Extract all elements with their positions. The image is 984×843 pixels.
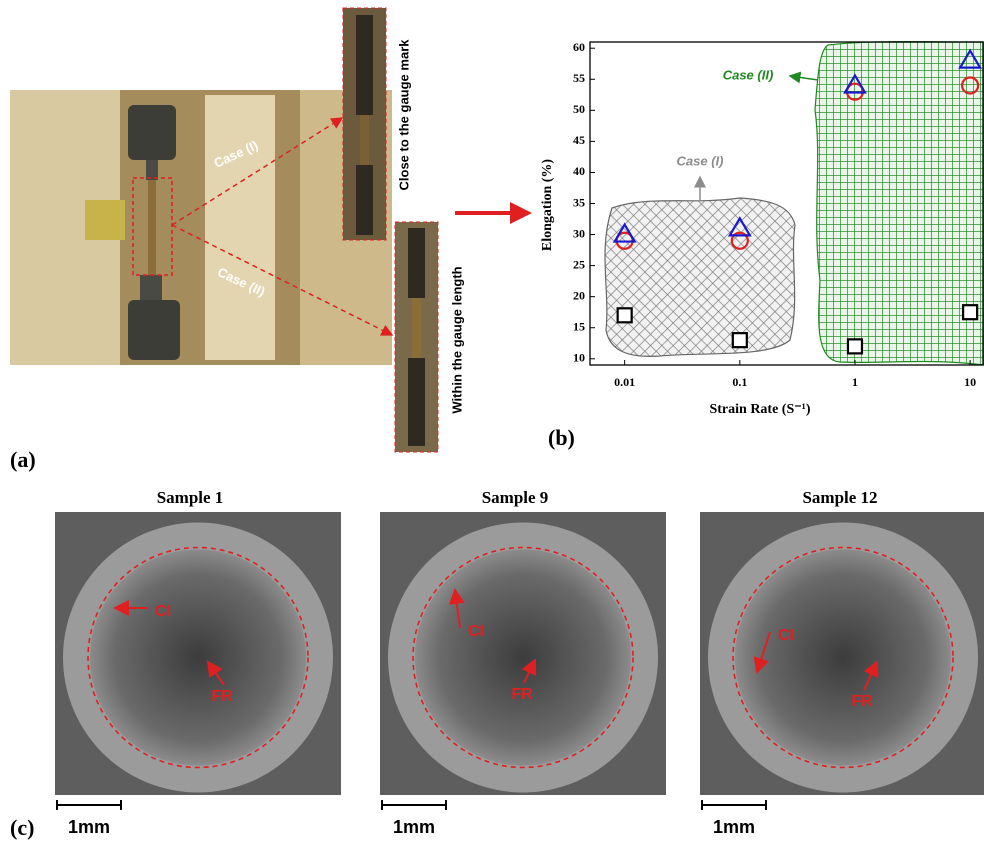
x-axis-label: Strain Rate (S⁻¹)	[709, 402, 810, 417]
sample-title: Sample 9	[482, 488, 549, 507]
inset-caption: Within the gauge length	[449, 266, 464, 413]
fracture-surface	[735, 550, 951, 766]
panel-label: (a)	[10, 447, 36, 472]
fracture-surface	[415, 550, 631, 766]
case-ii-region	[815, 42, 984, 365]
scale-label: 1mm	[68, 817, 110, 837]
sem-image	[380, 512, 666, 795]
y-tick-label: 10	[573, 351, 585, 365]
annotation: Case (I)	[677, 153, 724, 168]
scale-bar	[702, 800, 766, 810]
x-tick-label: 1	[852, 375, 858, 389]
scale-bar	[57, 800, 121, 810]
sample-title: Sample 1	[157, 488, 224, 507]
feature-label: FR	[851, 693, 873, 710]
y-tick-label: 25	[573, 257, 585, 271]
x-tick-label: 0.1	[732, 375, 747, 389]
scale-label: 1mm	[393, 817, 435, 837]
data-point	[963, 305, 977, 319]
furnace-photo	[10, 90, 392, 365]
annotation: Case (II)	[723, 67, 774, 82]
y-tick-label: 20	[573, 288, 585, 302]
panel-arrow-head	[510, 202, 532, 224]
y-tick-label: 30	[573, 226, 585, 240]
y-tick-label: 55	[573, 71, 585, 85]
inset-caption: Close to the gauge mark	[396, 39, 411, 191]
sem-image	[700, 512, 984, 795]
feature-label: FR	[511, 686, 533, 703]
figure: Case (I) Case (II) Close to the gauge ma…	[0, 0, 984, 843]
sample-title: Sample 12	[802, 488, 877, 507]
y-axis-label: Elongation (%)	[540, 159, 555, 252]
scale-bar	[382, 800, 446, 810]
scale-label: 1mm	[713, 817, 755, 837]
y-tick-label: 50	[573, 102, 585, 116]
data-point	[848, 339, 862, 353]
y-tick-label: 45	[573, 133, 585, 147]
x-tick-label: 0.01	[614, 375, 635, 389]
feature-label: CI	[778, 627, 794, 644]
fracture-surface	[90, 550, 306, 766]
case-i-region	[605, 198, 795, 356]
data-point	[733, 333, 747, 347]
y-tick-label: 60	[573, 40, 585, 54]
sem-image	[55, 512, 341, 795]
feature-label: FR	[211, 688, 233, 705]
y-tick-label: 15	[573, 319, 585, 333]
annotation-arrow	[790, 76, 818, 80]
feature-label: CI	[468, 623, 484, 640]
panel-label: (c)	[10, 815, 34, 840]
y-tick-label: 35	[573, 195, 585, 209]
feature-label: CI	[155, 603, 171, 620]
y-tick-label: 40	[573, 164, 585, 178]
data-point	[618, 308, 632, 322]
panel-label: (b)	[548, 425, 575, 450]
x-tick-label: 10	[964, 375, 976, 389]
